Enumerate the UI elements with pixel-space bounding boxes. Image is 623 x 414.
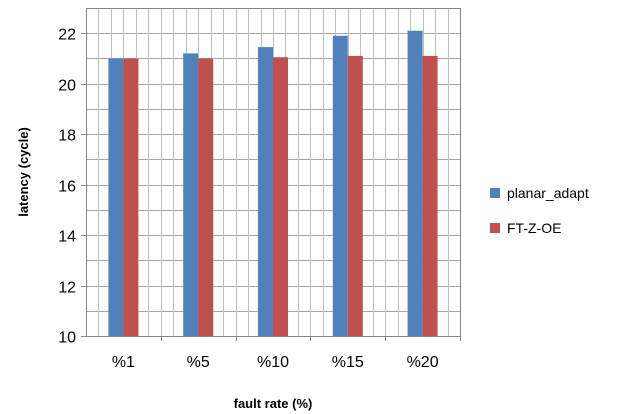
bars — [108, 30, 438, 337]
bar-planar-adapt-0 — [108, 58, 124, 336]
legend-label-ft-z-oe: FT-Z-OE — [507, 220, 561, 236]
bar-planar-adapt-2 — [258, 47, 273, 336]
bar-ft-z-oe-2 — [273, 57, 288, 336]
y-tick-label: 12 — [58, 280, 76, 297]
axes — [81, 8, 461, 341]
bar-ft-z-oe-0 — [123, 58, 139, 336]
x-tick-label: %20 — [407, 354, 439, 371]
legend-swatch-planar-adapt — [490, 188, 500, 198]
y-tick-label: 18 — [58, 128, 76, 145]
x-tick-labels: %1 %5 %10 %15 %20 — [112, 354, 439, 371]
x-tick-label: %1 — [112, 354, 135, 371]
y-tick-label: 22 — [58, 27, 76, 44]
legend-swatch-ft-z-oe — [490, 223, 500, 233]
x-axis-title: fault rate (%) — [234, 396, 313, 411]
legend: planar_adapt FT-Z-OE — [490, 185, 589, 236]
x-tick-label: %15 — [332, 354, 364, 371]
y-tick-labels: 10 12 14 16 18 20 22 — [58, 27, 76, 347]
y-tick-label: 16 — [58, 179, 76, 196]
y-tick-label: 10 — [58, 330, 76, 347]
bar-planar-adapt-3 — [332, 35, 348, 336]
bar-ft-z-oe-4 — [422, 55, 438, 336]
legend-label-planar-adapt: planar_adapt — [507, 185, 589, 201]
y-axis-title: latency (cycle) — [16, 127, 31, 217]
bar-planar-adapt-1 — [183, 53, 199, 337]
y-tick-label: 14 — [58, 229, 76, 246]
bar-ft-z-oe-3 — [347, 55, 363, 336]
bar-planar-adapt-4 — [407, 30, 423, 336]
x-tick-label: %5 — [187, 354, 210, 371]
bar-ft-z-oe-1 — [198, 58, 214, 336]
y-tick-label: 20 — [58, 78, 76, 95]
x-tick-label: %10 — [257, 354, 289, 371]
